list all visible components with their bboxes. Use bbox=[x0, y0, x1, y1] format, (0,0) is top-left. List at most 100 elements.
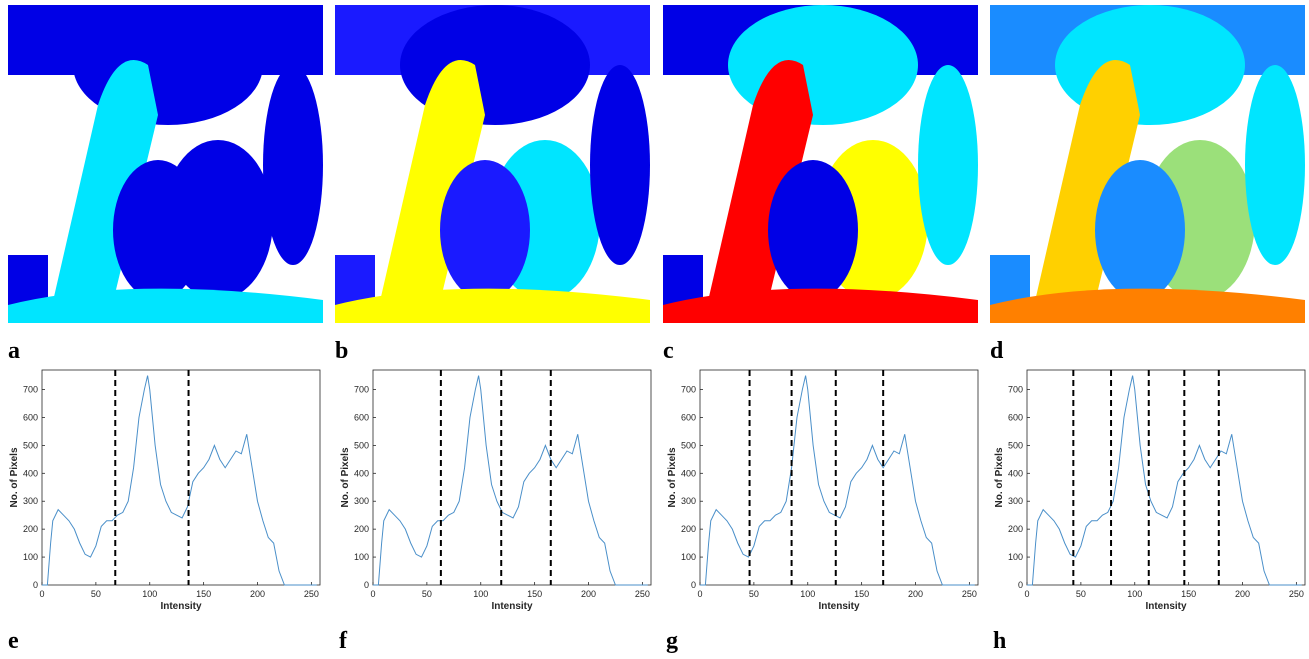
panel-label: c bbox=[663, 338, 674, 364]
y-tick-label: 100 bbox=[23, 552, 38, 562]
x-tick-label: 50 bbox=[1076, 589, 1086, 599]
image-region bbox=[335, 288, 650, 323]
panel-label: a bbox=[8, 338, 20, 364]
x-tick-label: 250 bbox=[304, 589, 319, 599]
panel-label: e bbox=[8, 628, 19, 654]
x-tick-label: 200 bbox=[250, 589, 265, 599]
y-tick-label: 600 bbox=[1008, 412, 1023, 422]
y-tick-label: 0 bbox=[33, 580, 38, 590]
histogram-line bbox=[42, 375, 317, 586]
y-tick-label: 400 bbox=[354, 468, 369, 478]
x-tick-label: 0 bbox=[1024, 589, 1029, 599]
y-tick-label: 700 bbox=[23, 385, 38, 395]
x-tick-label: 250 bbox=[635, 589, 650, 599]
pepper-long bbox=[703, 60, 813, 323]
y-tick-label: 200 bbox=[354, 524, 369, 534]
x-tick-label: 50 bbox=[91, 589, 101, 599]
panel-label: b bbox=[335, 338, 348, 364]
x-axis-label: Intensity bbox=[491, 601, 533, 612]
x-tick-label: 200 bbox=[908, 589, 923, 599]
y-axis-label: No. of Pixels bbox=[994, 447, 1005, 507]
y-axis-label: No. of Pixels bbox=[9, 447, 20, 507]
y-tick-label: 0 bbox=[1018, 580, 1023, 590]
y-tick-label: 100 bbox=[681, 552, 696, 562]
x-tick-label: 0 bbox=[697, 589, 702, 599]
y-tick-label: 200 bbox=[1008, 524, 1023, 534]
y-tick-label: 700 bbox=[354, 385, 369, 395]
panel-label: g bbox=[666, 628, 678, 654]
x-tick-label: 200 bbox=[1235, 589, 1250, 599]
y-tick-label: 300 bbox=[681, 496, 696, 506]
y-tick-label: 500 bbox=[681, 440, 696, 450]
y-tick-label: 700 bbox=[1008, 385, 1023, 395]
y-tick-label: 300 bbox=[1008, 496, 1023, 506]
plot-frame bbox=[699, 369, 979, 586]
plot-frame bbox=[1026, 369, 1306, 586]
panel-label: f bbox=[339, 628, 348, 654]
y-tick-label: 200 bbox=[681, 524, 696, 534]
x-tick-label: 100 bbox=[800, 589, 815, 599]
image-region bbox=[263, 65, 323, 265]
segmented-image bbox=[663, 5, 978, 323]
x-axis-label: Intensity bbox=[1145, 601, 1187, 612]
y-axis-label: No. of Pixels bbox=[340, 447, 351, 507]
image-region bbox=[1245, 65, 1305, 265]
image-region bbox=[990, 288, 1305, 323]
x-tick-label: 0 bbox=[39, 589, 44, 599]
y-tick-label: 400 bbox=[681, 468, 696, 478]
y-tick-label: 700 bbox=[681, 385, 696, 395]
x-tick-label: 150 bbox=[196, 589, 211, 599]
y-tick-label: 100 bbox=[1008, 552, 1023, 562]
x-tick-label: 150 bbox=[1181, 589, 1196, 599]
y-tick-label: 100 bbox=[354, 552, 369, 562]
panel-label: d bbox=[990, 338, 1004, 364]
histogram-line bbox=[373, 375, 648, 586]
x-tick-label: 150 bbox=[854, 589, 869, 599]
pepper-long bbox=[48, 60, 158, 323]
plot-frame bbox=[41, 369, 321, 586]
x-tick-label: 100 bbox=[1127, 589, 1142, 599]
y-tick-label: 400 bbox=[23, 468, 38, 478]
y-tick-label: 0 bbox=[364, 580, 369, 590]
pepper-mid bbox=[768, 160, 858, 300]
segmented-image bbox=[990, 5, 1305, 323]
image-region bbox=[8, 288, 323, 323]
y-tick-label: 600 bbox=[354, 412, 369, 422]
x-tick-label: 50 bbox=[422, 589, 432, 599]
pepper-long bbox=[1030, 60, 1140, 323]
x-tick-label: 250 bbox=[962, 589, 977, 599]
y-tick-label: 500 bbox=[23, 440, 38, 450]
plot-frame bbox=[372, 369, 652, 586]
y-tick-label: 600 bbox=[23, 412, 38, 422]
pepper-mid bbox=[1095, 160, 1185, 300]
x-axis-label: Intensity bbox=[818, 601, 860, 612]
y-tick-label: 0 bbox=[691, 580, 696, 590]
x-tick-label: 100 bbox=[473, 589, 488, 599]
x-tick-label: 250 bbox=[1289, 589, 1304, 599]
image-region bbox=[663, 288, 978, 323]
y-tick-label: 300 bbox=[23, 496, 38, 506]
y-tick-label: 500 bbox=[354, 440, 369, 450]
y-tick-label: 200 bbox=[23, 524, 38, 534]
histogram-line bbox=[1027, 375, 1302, 586]
x-axis-label: Intensity bbox=[160, 601, 202, 612]
y-tick-label: 600 bbox=[681, 412, 696, 422]
segmented-image bbox=[8, 5, 323, 323]
y-axis-label: No. of Pixels bbox=[667, 447, 678, 507]
x-tick-label: 100 bbox=[142, 589, 157, 599]
pepper-mid bbox=[113, 160, 203, 300]
pepper-mid bbox=[440, 160, 530, 300]
histogram-line bbox=[700, 375, 975, 586]
segmented-image bbox=[335, 5, 650, 323]
image-region bbox=[918, 65, 978, 265]
x-tick-label: 200 bbox=[581, 589, 596, 599]
y-tick-label: 400 bbox=[1008, 468, 1023, 478]
panel-label: h bbox=[993, 628, 1006, 654]
x-tick-label: 150 bbox=[527, 589, 542, 599]
x-tick-label: 50 bbox=[749, 589, 759, 599]
y-tick-label: 300 bbox=[354, 496, 369, 506]
image-region bbox=[590, 65, 650, 265]
x-tick-label: 0 bbox=[370, 589, 375, 599]
y-tick-label: 500 bbox=[1008, 440, 1023, 450]
